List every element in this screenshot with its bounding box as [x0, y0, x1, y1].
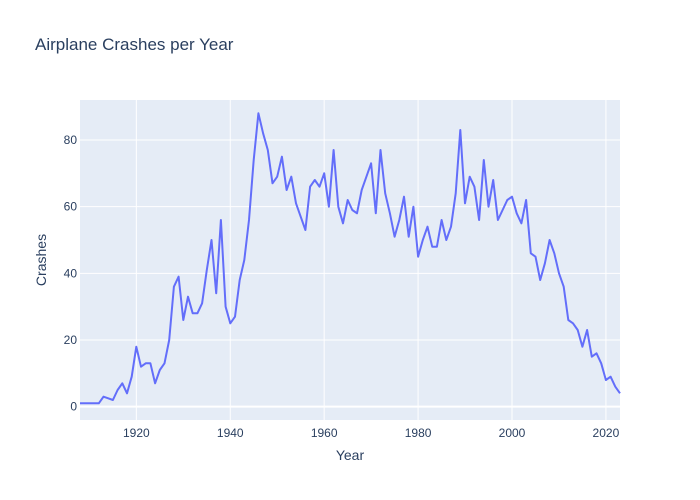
series-line [80, 112, 621, 405]
chart-title: Airplane Crashes per Year [35, 35, 234, 54]
x-tick-label: 1940 [217, 426, 244, 440]
y-tick-label: 60 [64, 200, 78, 214]
y-tick-label: 0 [70, 400, 77, 414]
x-tick-label: 1980 [405, 426, 432, 440]
x-axis-title: Year [336, 447, 365, 463]
grid-lines [80, 100, 620, 420]
y-axis-title: Crashes [33, 234, 49, 286]
y-tick-label: 80 [64, 133, 78, 147]
x-tick-label: 2000 [499, 426, 526, 440]
tick-labels: 1920 1940 1960 1980 2000 2020 0 20 40 60 80 [64, 133, 620, 440]
x-tick-label: 1920 [123, 426, 150, 440]
series-layer [80, 112, 621, 405]
y-tick-label: 40 [64, 266, 78, 280]
x-tick-label: 1960 [311, 426, 338, 440]
plot-area [80, 100, 620, 420]
y-tick-label: 20 [64, 333, 78, 347]
x-tick-label: 2020 [593, 426, 620, 440]
